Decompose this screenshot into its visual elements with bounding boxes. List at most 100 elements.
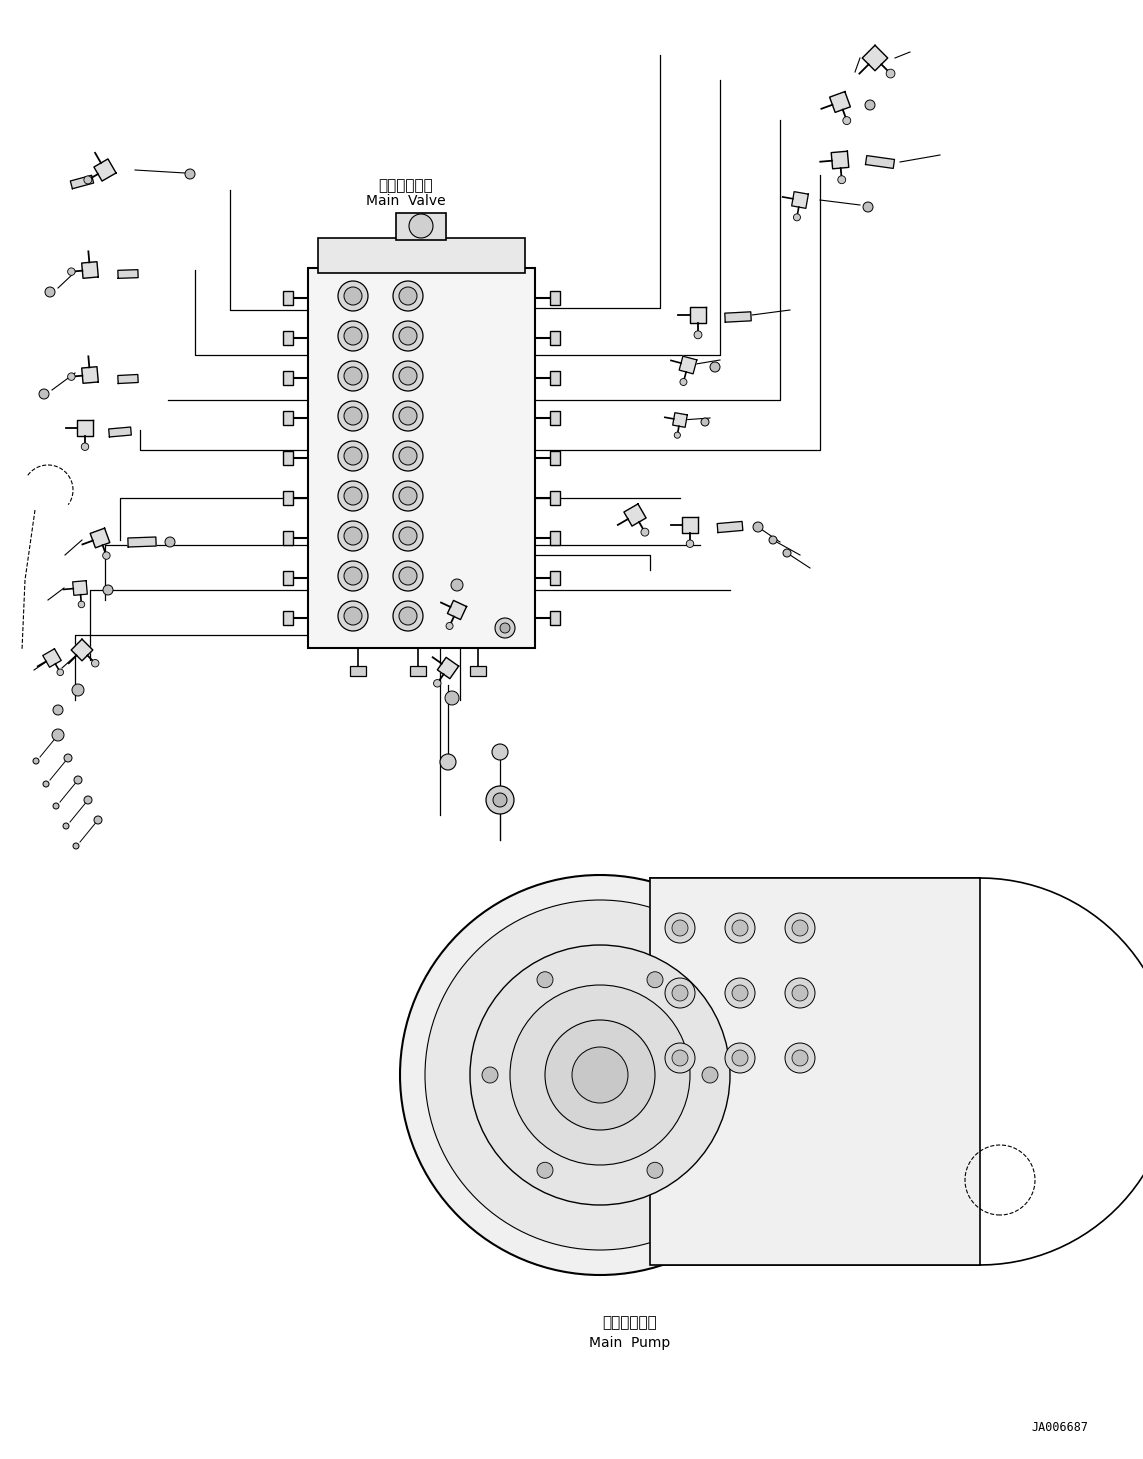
Circle shape (393, 401, 423, 430)
Circle shape (865, 101, 876, 109)
Bar (550, 371, 560, 385)
Text: メインバルブ: メインバルブ (378, 178, 433, 193)
Circle shape (344, 527, 362, 546)
Bar (283, 371, 293, 385)
Circle shape (482, 1067, 498, 1083)
Circle shape (499, 623, 510, 633)
Circle shape (393, 562, 423, 591)
Circle shape (78, 601, 85, 608)
Circle shape (470, 945, 730, 1205)
Polygon shape (81, 366, 98, 384)
Circle shape (83, 177, 91, 184)
Text: メインポンプ: メインポンプ (602, 1315, 657, 1331)
Bar (283, 492, 293, 505)
Polygon shape (673, 413, 687, 427)
Circle shape (785, 1043, 815, 1072)
Bar (550, 570, 560, 585)
Circle shape (641, 528, 649, 535)
Circle shape (672, 921, 688, 937)
Polygon shape (71, 639, 93, 661)
Circle shape (57, 670, 64, 676)
Circle shape (344, 327, 362, 344)
Polygon shape (42, 649, 62, 667)
Circle shape (674, 432, 680, 438)
Polygon shape (447, 601, 466, 620)
Circle shape (33, 759, 39, 765)
Bar (350, 665, 366, 676)
Circle shape (785, 978, 815, 1008)
Bar (550, 531, 560, 546)
Circle shape (792, 985, 808, 1001)
Polygon shape (90, 528, 110, 547)
Polygon shape (118, 375, 138, 384)
Circle shape (672, 985, 688, 1001)
Circle shape (338, 562, 368, 591)
Circle shape (732, 985, 748, 1001)
Circle shape (725, 913, 756, 943)
Polygon shape (109, 427, 131, 436)
Polygon shape (690, 306, 706, 322)
Circle shape (694, 331, 702, 338)
Circle shape (702, 1067, 718, 1083)
Bar (283, 570, 293, 585)
Circle shape (338, 360, 368, 391)
Circle shape (399, 407, 417, 425)
Circle shape (338, 481, 368, 511)
Circle shape (399, 527, 417, 546)
Circle shape (425, 900, 775, 1250)
Polygon shape (679, 356, 697, 374)
Circle shape (732, 921, 748, 937)
Text: Main  Pump: Main Pump (590, 1336, 671, 1350)
Polygon shape (438, 658, 458, 678)
Circle shape (665, 978, 695, 1008)
Polygon shape (831, 152, 849, 169)
Bar (283, 290, 293, 305)
Polygon shape (81, 261, 98, 279)
Polygon shape (865, 156, 895, 168)
Circle shape (94, 816, 102, 824)
Circle shape (446, 623, 453, 629)
Circle shape (399, 446, 417, 465)
Bar (283, 331, 293, 344)
Polygon shape (862, 45, 888, 70)
Circle shape (338, 321, 368, 352)
Circle shape (838, 175, 846, 184)
Circle shape (344, 407, 362, 425)
Polygon shape (682, 518, 697, 533)
Circle shape (785, 913, 815, 943)
Circle shape (344, 446, 362, 465)
Circle shape (440, 754, 456, 770)
Bar (283, 611, 293, 624)
Circle shape (165, 537, 175, 547)
Circle shape (647, 1163, 663, 1179)
Circle shape (399, 368, 417, 385)
Polygon shape (128, 537, 157, 547)
Circle shape (45, 287, 55, 298)
Circle shape (393, 441, 423, 471)
Circle shape (701, 417, 709, 426)
Circle shape (103, 552, 110, 559)
Circle shape (863, 201, 873, 212)
Circle shape (72, 684, 83, 696)
Circle shape (545, 1020, 655, 1131)
Circle shape (491, 744, 507, 760)
Circle shape (793, 214, 800, 220)
Bar (283, 531, 293, 546)
Circle shape (680, 378, 687, 385)
Circle shape (83, 797, 91, 804)
Circle shape (792, 1050, 808, 1067)
Polygon shape (624, 503, 646, 527)
Polygon shape (792, 191, 808, 209)
Circle shape (338, 401, 368, 430)
Circle shape (710, 362, 720, 372)
Circle shape (725, 978, 756, 1008)
Circle shape (344, 368, 362, 385)
Circle shape (493, 794, 507, 807)
Circle shape (672, 1050, 688, 1067)
Circle shape (495, 619, 515, 638)
Circle shape (399, 487, 417, 505)
Bar (410, 665, 426, 676)
Bar (283, 451, 293, 465)
Polygon shape (118, 270, 138, 279)
Circle shape (647, 972, 663, 988)
